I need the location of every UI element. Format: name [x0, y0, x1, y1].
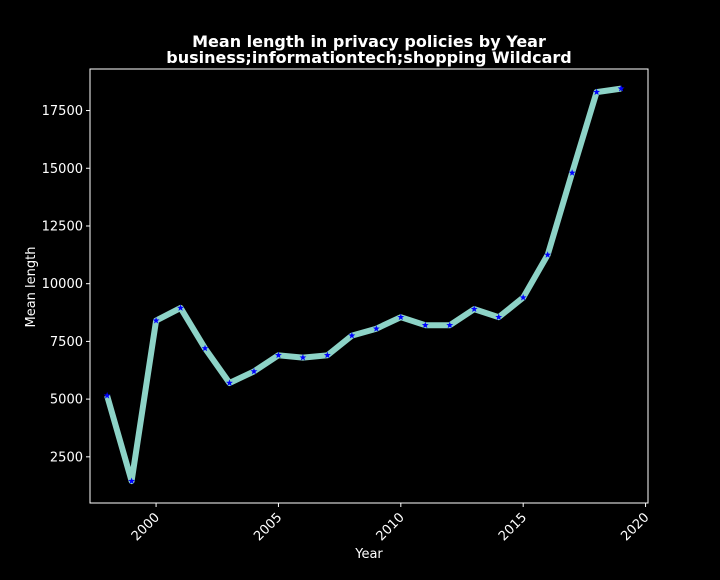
data-point-marker — [128, 477, 136, 484]
plot-frame — [89, 68, 649, 504]
data-point-marker — [446, 321, 454, 329]
data-point-marker — [397, 313, 405, 321]
series-line — [104, 85, 622, 485]
data-point-marker — [299, 353, 307, 361]
data-point-marker — [470, 305, 478, 312]
y-tick-label: 15000 — [42, 162, 83, 177]
y-axis-label: Mean length — [24, 247, 39, 328]
data-point-marker — [275, 351, 282, 359]
data-point-marker — [103, 392, 111, 399]
data-point-marker — [372, 325, 380, 332]
data-point-marker — [495, 313, 503, 321]
data-point-marker — [152, 317, 160, 324]
data-point-marker — [421, 321, 429, 329]
data-point-marker — [544, 251, 552, 258]
data-point-marker — [177, 304, 184, 311]
data-point-marker — [226, 379, 233, 386]
data-point-marker — [348, 332, 356, 339]
y-tick-label: 2500 — [50, 450, 83, 465]
y-tick-label: 7500 — [50, 335, 83, 350]
chart-title-line2: business;informationtech;shopping Wildca… — [166, 48, 571, 67]
y-tick-label: 5000 — [50, 393, 83, 408]
data-point-marker — [201, 344, 209, 352]
data-point-marker — [593, 88, 601, 95]
data-point-marker — [568, 169, 576, 176]
data-point-marker — [519, 293, 527, 301]
x-axis-label: Year — [354, 547, 383, 562]
y-tick-label: 10000 — [42, 277, 83, 292]
data-point-marker — [617, 85, 625, 92]
data-point-marker — [250, 367, 258, 375]
data-point-marker — [323, 351, 331, 359]
y-tick-label: 17500 — [42, 104, 83, 119]
y-tick-label: 12500 — [42, 219, 83, 234]
chart-title-line1: Mean length in privacy policies by Year — [192, 32, 546, 51]
